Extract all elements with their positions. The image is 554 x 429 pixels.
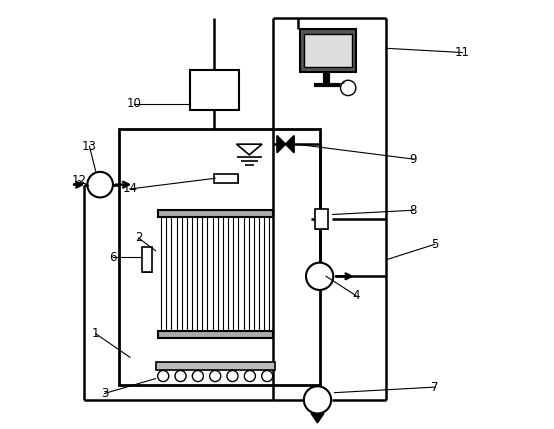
Bar	[304, 34, 352, 67]
Bar	[142, 247, 152, 272]
Text: 4: 4	[352, 289, 360, 302]
Circle shape	[261, 371, 273, 381]
Text: 2: 2	[135, 231, 142, 245]
Circle shape	[244, 371, 255, 381]
Polygon shape	[311, 414, 324, 423]
Text: 10: 10	[127, 97, 142, 110]
Bar	[158, 331, 273, 338]
Text: 11: 11	[455, 46, 470, 59]
Polygon shape	[277, 136, 285, 153]
Bar	[156, 362, 275, 370]
Text: 8: 8	[410, 204, 417, 217]
Circle shape	[304, 386, 331, 414]
Bar	[214, 174, 238, 183]
Circle shape	[227, 371, 238, 381]
Text: 12: 12	[71, 174, 86, 187]
Text: 6: 6	[109, 251, 117, 264]
Text: 9: 9	[409, 153, 417, 166]
Circle shape	[88, 172, 113, 197]
Bar	[300, 29, 356, 72]
Bar	[315, 208, 328, 229]
Circle shape	[158, 371, 169, 381]
Text: 14: 14	[122, 182, 137, 196]
Circle shape	[306, 263, 334, 290]
Text: 3: 3	[101, 387, 108, 400]
Circle shape	[341, 80, 356, 96]
Bar	[158, 210, 273, 217]
Polygon shape	[285, 136, 294, 153]
Text: 7: 7	[431, 381, 438, 394]
Bar	[189, 69, 239, 110]
Circle shape	[209, 371, 220, 381]
Circle shape	[175, 371, 186, 381]
Text: 13: 13	[82, 140, 97, 153]
Bar	[119, 129, 320, 385]
Text: 5: 5	[431, 238, 438, 251]
Text: 1: 1	[92, 327, 100, 340]
Circle shape	[192, 371, 203, 381]
